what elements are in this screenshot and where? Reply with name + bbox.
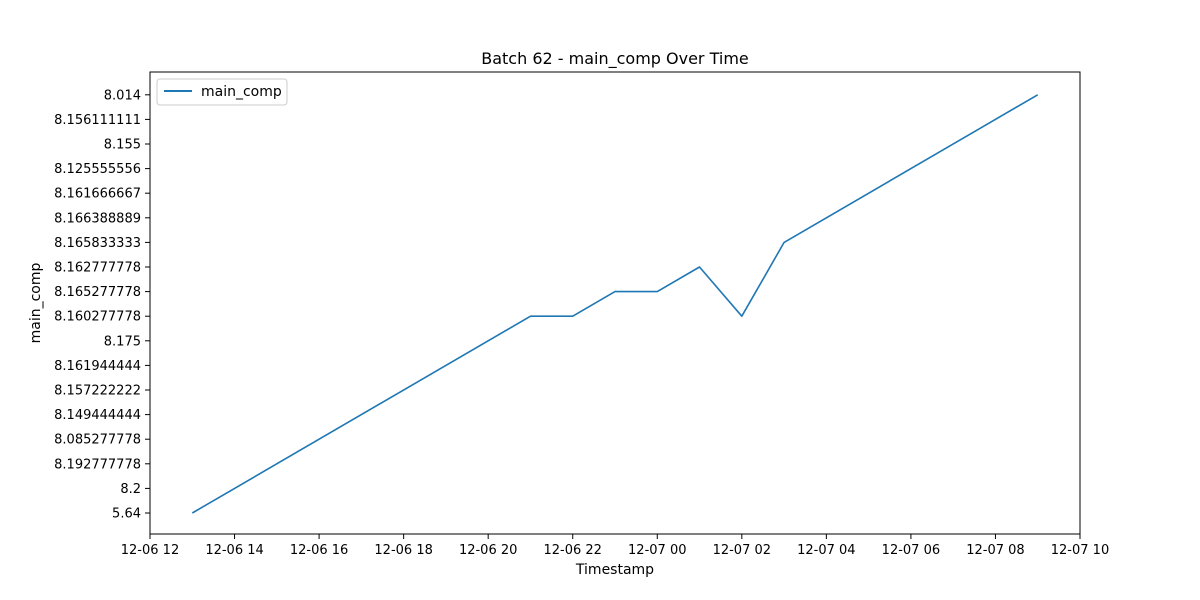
y-tick-label: 8.166388889	[54, 211, 141, 226]
legend-box	[156, 78, 288, 106]
y-tick-label: 8.161944444	[54, 359, 141, 374]
x-tick-label: 12-07 02	[713, 543, 771, 558]
y-tick-label: 8.157222222	[54, 384, 141, 399]
y-tick-label: 8.160277778	[54, 310, 141, 325]
y-tick-label: 8.149444444	[54, 408, 141, 423]
x-tick-label: 12-06 22	[544, 543, 602, 558]
series-line-main_comp	[191, 94, 1039, 514]
x-tick-label: 12-06 14	[205, 543, 263, 558]
y-axis: 5.64 8.2 8.192777778 8.085277778 8.149444444…	[54, 88, 150, 522]
x-tick-label: 12-07 04	[797, 543, 855, 558]
y-tick-label: 8.165277778	[54, 285, 141, 300]
y-tick-label: 8.162777778	[54, 261, 141, 276]
x-tick-label: 12-06 18	[374, 543, 432, 558]
legend: main_comp	[156, 78, 288, 106]
chart-title: Batch 62 - main_comp Over Time	[481, 49, 749, 69]
x-tick-label: 12-06 16	[290, 543, 348, 558]
y-tick-label: 8.2	[120, 482, 141, 497]
legend-label: main_comp	[201, 84, 282, 100]
x-tick-label: 12-07 00	[628, 543, 686, 558]
y-tick-label: 8.085277778	[54, 433, 141, 448]
y-tick-label: 8.165833333	[54, 236, 141, 251]
x-axis-title: Timestamp	[575, 562, 654, 578]
y-axis-title: main_comp	[28, 263, 44, 344]
plot-area	[149, 71, 1081, 535]
y-tick-label: 8.175	[104, 334, 141, 349]
x-tick-label: 12-06 20	[459, 543, 517, 558]
y-tick-label: 8.125555556	[54, 162, 141, 177]
x-tick-label: 12-07 10	[1051, 543, 1109, 558]
y-tick-label: 8.155	[104, 138, 141, 153]
x-tick-label: 12-06 12	[121, 543, 179, 558]
y-tick-label: 8.161666667	[54, 187, 141, 202]
y-tick-label: 8.192777778	[54, 457, 141, 472]
series-layer	[191, 94, 1039, 514]
x-tick-label: 12-07 08	[966, 543, 1024, 558]
y-tick-label: 8.014	[104, 88, 141, 103]
x-axis: 12-06 12 12-06 14 12-06 16 12-06 18 12-06 20…	[121, 534, 1109, 558]
y-tick-label: 5.64	[112, 507, 141, 522]
y-tick-label: 8.156111111	[54, 113, 141, 128]
x-tick-label: 12-07 06	[882, 543, 940, 558]
